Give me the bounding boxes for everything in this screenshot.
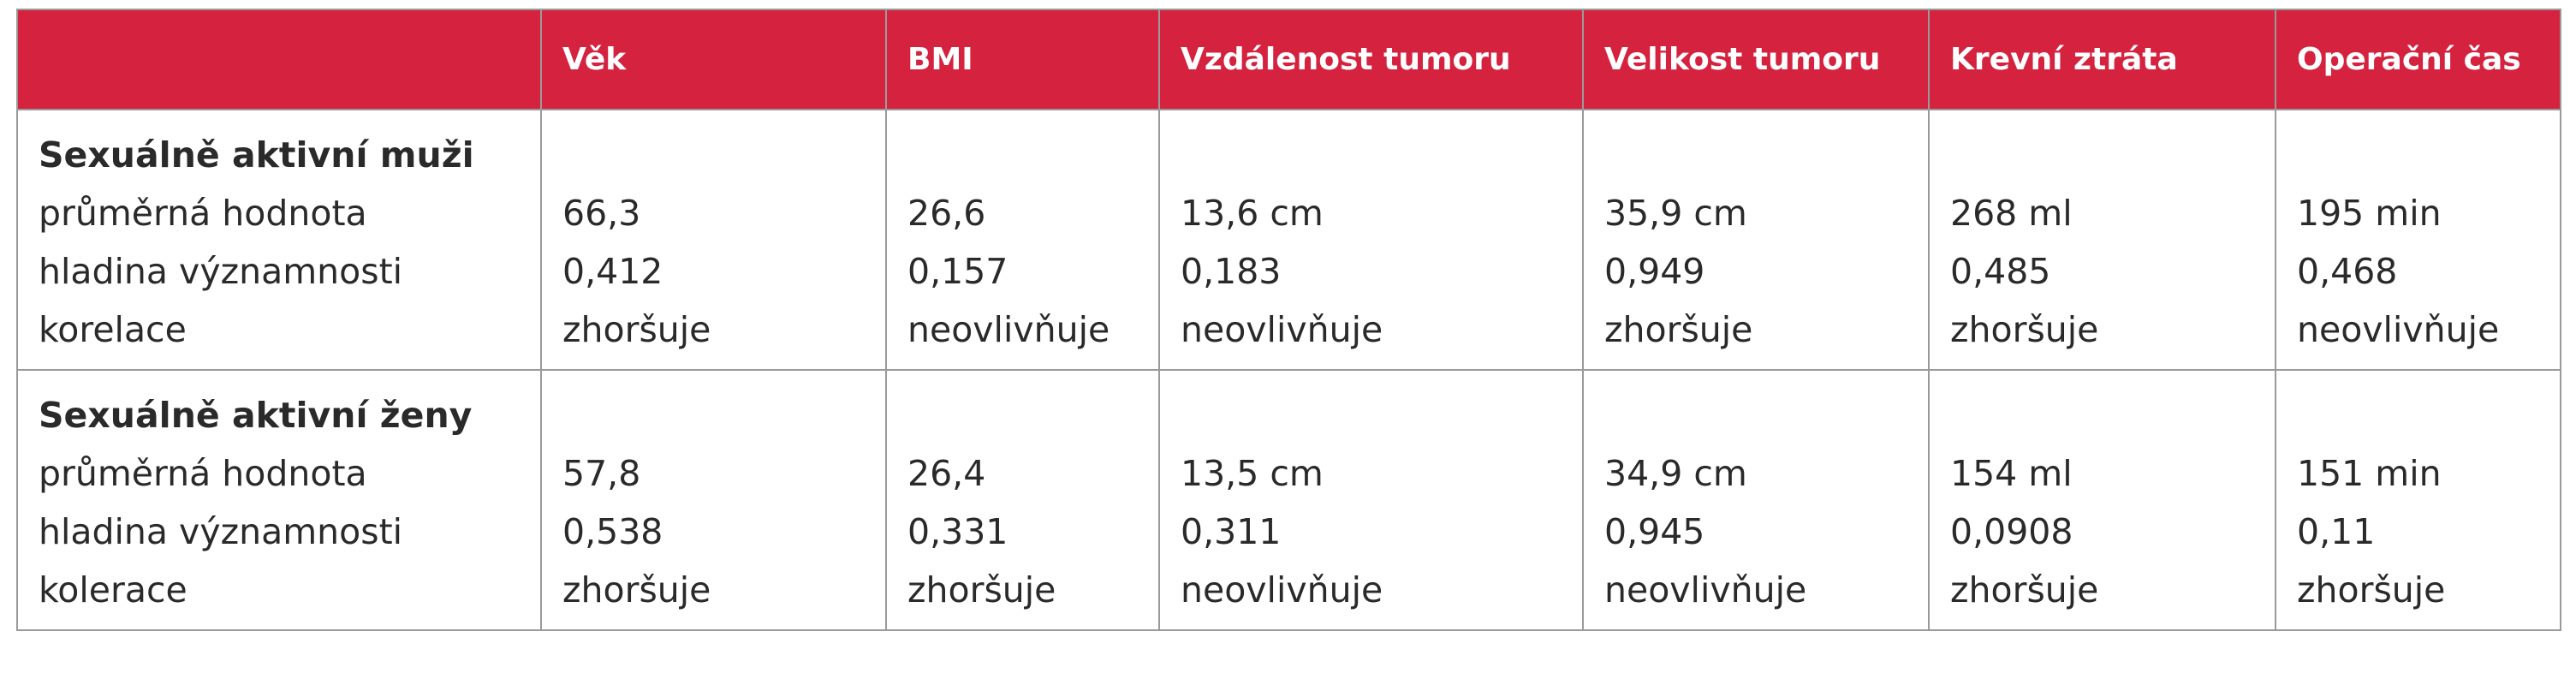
- cell-value: 57,8: [562, 453, 641, 494]
- header-cell: Velikost tumoru: [1582, 9, 1930, 110]
- cell-value: 13,5 cm: [1181, 453, 1324, 494]
- data-table: Věk BMI Vzdálenost tumoru Velikost tumoru Kr…: [16, 9, 2561, 631]
- group-row: Sexuálně aktivní ženy průměrná hodnota hla…: [16, 369, 2561, 631]
- cell-value: 13,6 cm: [1181, 193, 1324, 234]
- spacer: [562, 126, 885, 184]
- cell-value: 0,183: [1181, 251, 1282, 292]
- row-label: průměrná hodnota: [39, 453, 367, 494]
- cell-value: neovlivňuje: [1181, 569, 1383, 611]
- row-label: korelace: [39, 309, 187, 350]
- value-cell: 34,9 cm 0,945 neovlivňuje: [1582, 369, 1930, 631]
- group-title: Sexuálně aktivní muži: [39, 134, 474, 176]
- spacer: [907, 126, 1158, 184]
- cell-value: 35,9 cm: [1604, 193, 1747, 234]
- spacer: [1604, 386, 1928, 444]
- cell-value: neovlivňuje: [1604, 569, 1807, 611]
- cell-value: 26,4: [907, 453, 986, 494]
- cell-value: neovlivňuje: [2297, 309, 2500, 350]
- spacer: [1604, 126, 1928, 184]
- value-cell: 66,3 0,412 zhoršuje: [540, 109, 887, 371]
- cell-value: neovlivňuje: [1181, 309, 1383, 350]
- label-cell: Sexuálně aktivní muži průměrná hodnota hla…: [16, 109, 542, 371]
- value-cell: 154 ml 0,0908 zhoršuje: [1928, 369, 2276, 631]
- group-title: Sexuálně aktivní ženy: [39, 395, 473, 436]
- header-cell: [16, 9, 542, 110]
- cell-value: zhoršuje: [1950, 569, 2099, 611]
- value-cell: 151 min 0,11 zhoršuje: [2275, 369, 2561, 631]
- value-cell: 195 min 0,468 neovlivňuje: [2275, 109, 2561, 371]
- cell-value: 0,945: [1604, 511, 1705, 552]
- row-label: kolerace: [39, 569, 187, 611]
- value-cell: 26,6 0,157 neovlivňuje: [885, 109, 1160, 371]
- cell-value: zhoršuje: [907, 569, 1056, 611]
- group-row: Sexuálně aktivní muži průměrná hodnota hla…: [16, 109, 2561, 371]
- cell-value: 0,468: [2297, 251, 2398, 292]
- spacer: [2297, 126, 2560, 184]
- cell-value: 0,157: [907, 251, 1008, 292]
- cell-value: zhoršuje: [1604, 309, 1753, 350]
- spacer: [1181, 126, 1582, 184]
- value-cell: 13,6 cm 0,183 neovlivňuje: [1158, 109, 1584, 371]
- header-cell: BMI: [885, 9, 1160, 110]
- value-cell: 57,8 0,538 zhoršuje: [540, 369, 887, 631]
- row-label: průměrná hodnota: [39, 193, 367, 234]
- row-label: hladina významnosti: [39, 251, 403, 292]
- cell-value: 268 ml: [1950, 193, 2073, 234]
- value-cell: 26,4 0,331 zhoršuje: [885, 369, 1160, 631]
- cell-value: 66,3: [562, 193, 641, 234]
- spacer: [1181, 386, 1582, 444]
- cell-value: 151 min: [2297, 453, 2442, 494]
- cell-value: 0,11: [2297, 511, 2376, 552]
- header-cell: Věk: [540, 9, 887, 110]
- spacer: [1950, 126, 2275, 184]
- cell-value: 195 min: [2297, 193, 2442, 234]
- cell-value: zhoršuje: [562, 569, 711, 611]
- cell-value: 0,311: [1181, 511, 1282, 552]
- cell-value: neovlivňuje: [907, 309, 1110, 350]
- spacer: [562, 386, 885, 444]
- header-cell: Vzdálenost tumoru: [1158, 9, 1584, 110]
- value-cell: 13,5 cm 0,311 neovlivňuje: [1158, 369, 1584, 631]
- cell-value: 0,485: [1950, 251, 2051, 292]
- row-label: hladina významnosti: [39, 511, 403, 552]
- cell-value: 0,331: [907, 511, 1008, 552]
- cell-value: zhoršuje: [1950, 309, 2099, 350]
- cell-value: 0,538: [562, 511, 663, 552]
- header-row: Věk BMI Vzdálenost tumoru Velikost tumoru Kr…: [16, 9, 2561, 110]
- spacer: [907, 386, 1158, 444]
- cell-value: 26,6: [907, 193, 986, 234]
- value-cell: 35,9 cm 0,949 zhoršuje: [1582, 109, 1930, 371]
- cell-value: 154 ml: [1950, 453, 2073, 494]
- value-cell: 268 ml 0,485 zhoršuje: [1928, 109, 2276, 371]
- cell-value: 0,412: [562, 251, 663, 292]
- cell-value: zhoršuje: [562, 309, 711, 350]
- header-cell: Operační čas: [2275, 9, 2561, 110]
- cell-value: 0,0908: [1950, 511, 2073, 552]
- spacer: [2297, 386, 2560, 444]
- cell-value: zhoršuje: [2297, 569, 2446, 611]
- cell-value: 0,949: [1604, 251, 1705, 292]
- label-cell: Sexuálně aktivní ženy průměrná hodnota hla…: [16, 369, 542, 631]
- spacer: [1950, 386, 2275, 444]
- cell-value: 34,9 cm: [1604, 453, 1747, 494]
- header-cell: Krevní ztráta: [1928, 9, 2276, 110]
